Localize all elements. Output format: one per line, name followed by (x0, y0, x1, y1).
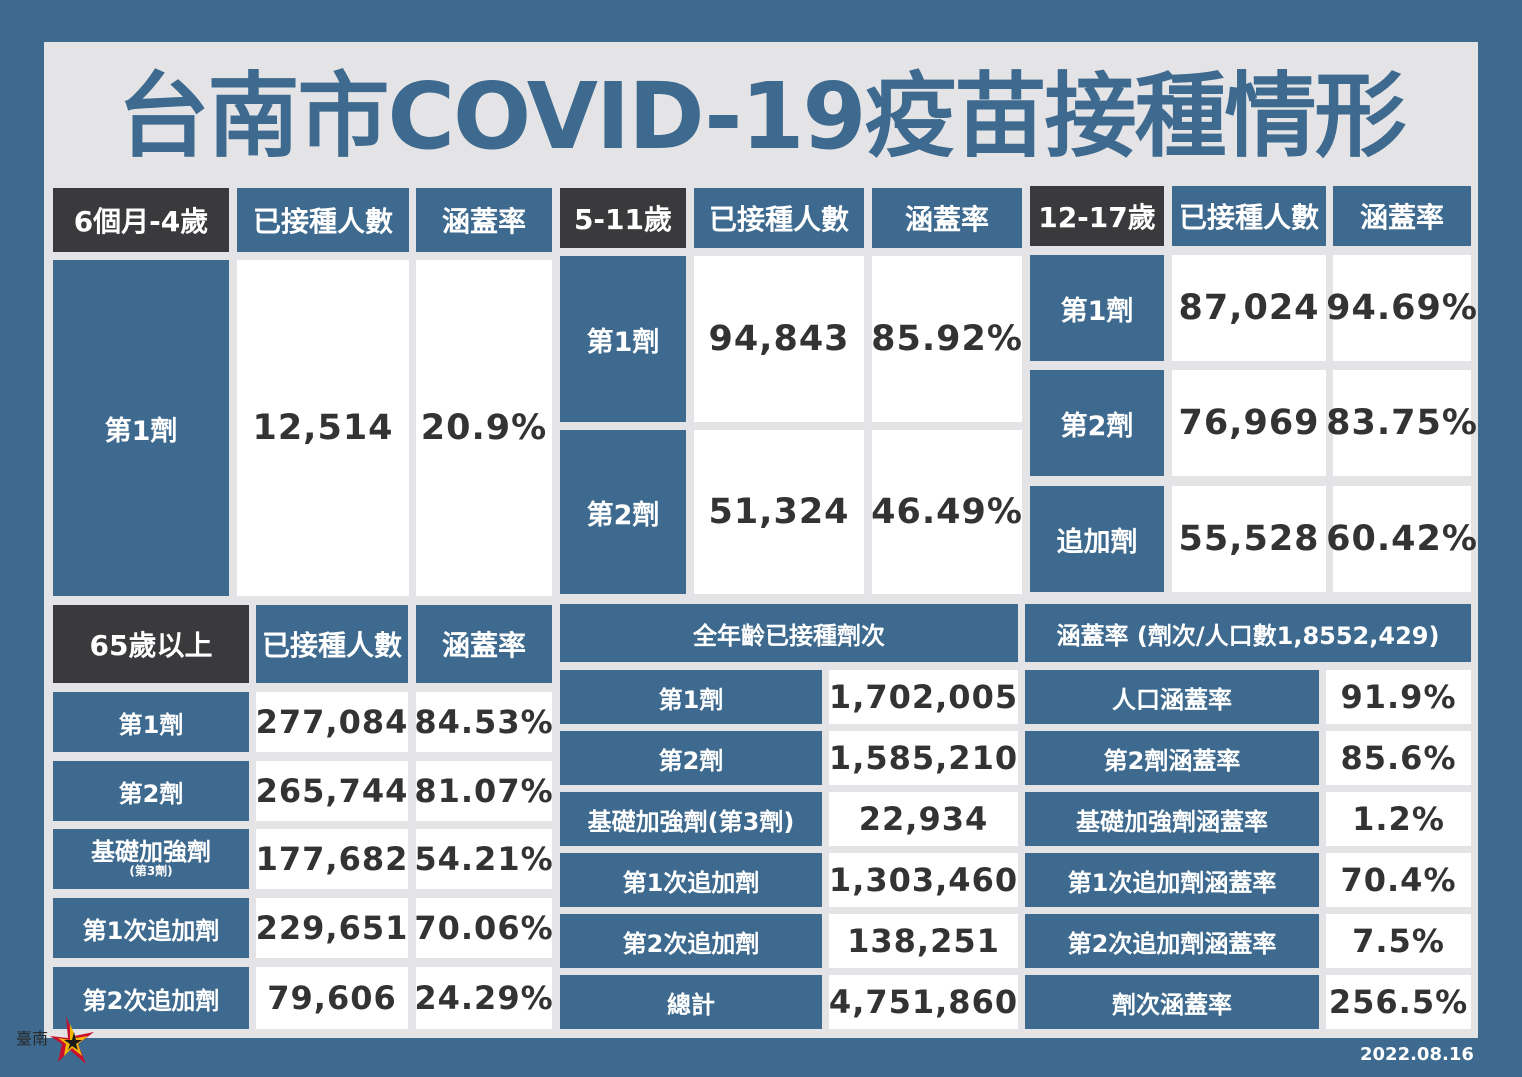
senior-dose1-rate: 84.53% (414, 692, 553, 752)
child-dose2-count: 51,324 (694, 430, 864, 594)
senior-dose3-rate: 54.21% (414, 829, 553, 889)
senior-booster2-rate: 24.29% (414, 967, 553, 1029)
teen-booster-label: 追加劑 (1030, 486, 1164, 592)
infant-dose1-count: 12,514 (237, 260, 409, 596)
senior-dose3-label-sub: (第3劑) (129, 864, 173, 879)
teen-age-header: 12-17歲 (1030, 186, 1164, 246)
all-ages-dose2-label: 第2劑 (560, 731, 822, 785)
all-ages-booster2-value: 138,251 (829, 914, 1018, 968)
child-dose1-count: 94,843 (694, 256, 864, 422)
all-ages-total-label: 總計 (560, 975, 822, 1029)
infant-dose1-rate: 20.9% (416, 260, 552, 596)
senior-count-header: 已接種人數 (256, 605, 408, 683)
senior-dose2-rate: 81.07% (414, 761, 553, 821)
senior-booster2-count: 79,606 (256, 967, 408, 1029)
coverage-dose-total-value: 256.5% (1326, 975, 1471, 1029)
coverage-booster2-value: 7.5% (1326, 914, 1471, 968)
senior-booster1-label: 第1次追加劑 (53, 898, 249, 958)
coverage-population-value: 91.9% (1326, 670, 1471, 724)
infant-count-header: 已接種人數 (237, 188, 409, 252)
teen-dose1-count: 87,024 (1172, 255, 1326, 361)
coverage-booster1-value: 70.4% (1326, 853, 1471, 907)
all-ages-dose3-value: 22,934 (829, 792, 1018, 846)
teen-dose2-count: 76,969 (1172, 370, 1326, 476)
coverage-dose2-value: 85.6% (1326, 731, 1471, 785)
teen-booster-count: 55,528 (1172, 486, 1326, 592)
teen-count-header: 已接種人數 (1172, 186, 1326, 246)
child-rate-header: 涵蓋率 (872, 188, 1022, 248)
page-title: 台南市COVID-19疫苗接種情形 (117, 63, 1407, 170)
senior-rate-header: 涵蓋率 (416, 605, 552, 683)
teen-dose1-rate: 94.69% (1326, 255, 1477, 361)
infant-dose1-label: 第1劑 (53, 260, 229, 596)
all-ages-dose1-label: 第1劑 (560, 670, 822, 724)
all-ages-dose3-label: 基礎加強劑(第3劑) (560, 792, 822, 846)
coverage-population-label: 人口涵蓋率 (1025, 670, 1319, 724)
tainan-logo: 臺南 (14, 1010, 104, 1066)
all-ages-booster2-label: 第2次追加劑 (560, 914, 822, 968)
senior-dose3-label-main: 基礎加強劑 (91, 838, 211, 867)
coverage-header: 涵蓋率 (劑次/人口數1,8552,429) (1025, 604, 1471, 662)
senior-dose3-count: 177,682 (256, 829, 408, 889)
teen-rate-header: 涵蓋率 (1333, 186, 1471, 246)
date-label: 2022.08.16 (1360, 1044, 1474, 1065)
child-age-header: 5-11歲 (560, 188, 686, 248)
all-ages-dose1-value: 1,702,005 (829, 670, 1018, 724)
child-count-header: 已接種人數 (694, 188, 864, 248)
senior-dose1-count: 277,084 (256, 692, 408, 752)
senior-booster2-label: 第2次追加劑 (53, 967, 249, 1029)
child-dose2-label: 第2劑 (560, 430, 686, 594)
all-ages-total-value: 4,751,860 (829, 975, 1018, 1029)
child-dose2-rate: 46.49% (871, 430, 1022, 594)
all-ages-header: 全年齡已接種劑次 (560, 604, 1018, 662)
teen-dose2-rate: 83.75% (1326, 370, 1477, 476)
senior-dose2-count: 265,744 (256, 761, 408, 821)
logo-text: 臺南 (16, 1029, 48, 1048)
senior-age-header: 65歲以上 (53, 605, 249, 683)
child-dose1-label: 第1劑 (560, 256, 686, 422)
infant-rate-header: 涵蓋率 (416, 188, 552, 252)
coverage-booster2-label: 第2次追加劑涵蓋率 (1025, 914, 1319, 968)
all-ages-dose2-value: 1,585,210 (829, 731, 1018, 785)
senior-booster1-count: 229,651 (256, 898, 408, 958)
teen-booster-rate: 60.42% (1326, 486, 1477, 592)
senior-dose3-label: 基礎加強劑 (第3劑) (53, 829, 249, 889)
senior-dose2-label: 第2劑 (53, 761, 249, 821)
teen-dose2-label: 第2劑 (1030, 370, 1164, 476)
coverage-dose-total-label: 劑次涵蓋率 (1025, 975, 1319, 1029)
child-dose1-rate: 85.92% (871, 256, 1022, 422)
coverage-booster1-label: 第1次追加劑涵蓋率 (1025, 853, 1319, 907)
infant-age-header: 6個月-4歲 (53, 188, 229, 252)
teen-dose1-label: 第1劑 (1030, 255, 1164, 361)
senior-dose1-label: 第1劑 (53, 692, 249, 752)
tainan-logo-icon: 臺南 (16, 1016, 94, 1064)
all-ages-booster1-label: 第1次追加劑 (560, 853, 822, 907)
all-ages-booster1-value: 1,303,460 (829, 853, 1018, 907)
coverage-dose3-label: 基礎加強劑涵蓋率 (1025, 792, 1319, 846)
coverage-dose3-value: 1.2% (1326, 792, 1471, 846)
senior-booster1-rate: 70.06% (414, 898, 553, 958)
coverage-dose2-label: 第2劑涵蓋率 (1025, 731, 1319, 785)
